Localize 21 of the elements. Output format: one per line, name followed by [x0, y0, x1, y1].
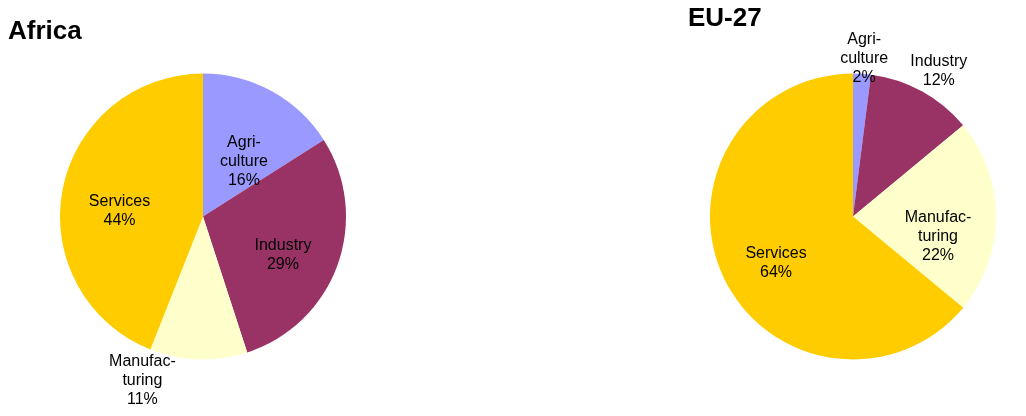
slice-label: Industry [254, 236, 312, 254]
pie-slice [203, 73, 324, 217]
data-label: 11% [126, 390, 158, 408]
pie-slice [60, 73, 203, 350]
data-label: 12% [922, 70, 955, 88]
pie-slice [853, 125, 996, 308]
data-label: 22% [921, 245, 955, 263]
slice-label: Services [88, 191, 151, 209]
data-label: 16% [227, 171, 260, 189]
slice-label: Services [745, 243, 807, 261]
data-label: 44% [103, 210, 136, 228]
slice-label: Industry [910, 51, 968, 69]
data-label: 2% [852, 67, 876, 85]
data-label: 29% [266, 255, 299, 273]
chart-title: EU-27 [688, 1, 762, 32]
data-label: 64% [760, 262, 793, 280]
slice-label: Manufac-turing [109, 352, 176, 389]
slice-label: Manufac-turing [904, 207, 972, 244]
slice-label: Agri-culture [219, 133, 269, 170]
slice-label: Agri-culture [840, 29, 889, 66]
chart-title: Africa [8, 15, 83, 45]
